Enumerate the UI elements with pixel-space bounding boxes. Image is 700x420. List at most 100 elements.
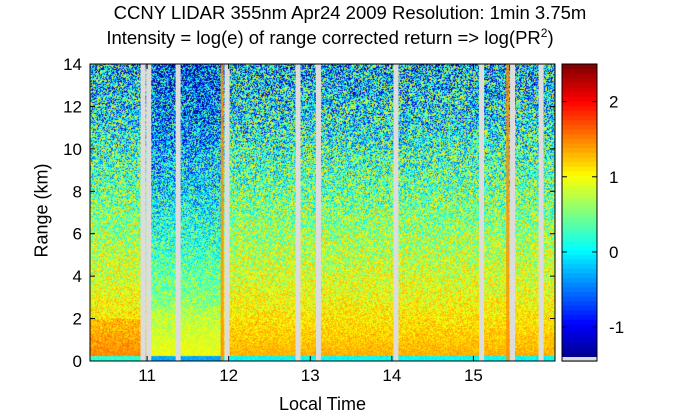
colorbar-segment: [562, 272, 597, 279]
colorbar-segment: [562, 268, 597, 274]
y-tick-label-6: 12: [63, 97, 82, 116]
colorbar-segment: [562, 212, 597, 218]
colorbar-segment: [562, 119, 597, 125]
colorbar-segment: [562, 226, 597, 232]
colorbar-segment: [562, 328, 597, 334]
colorbar-segment: [562, 277, 597, 283]
x-axis: 11 12 13 14 15: [138, 64, 483, 385]
data-gap-9: [538, 64, 544, 361]
colorbar-segment: [562, 249, 597, 255]
colorbar-segment: [562, 282, 597, 288]
colorbar-segment: [562, 258, 597, 265]
colorbar-segment: [562, 291, 597, 297]
colorbar-segment: [562, 87, 597, 93]
x-tick-label-4: 15: [464, 366, 483, 385]
colorbar-segment: [562, 305, 597, 311]
cloud-streak-1: [506, 64, 510, 361]
data-gap-4: [295, 64, 301, 361]
colorbar-segment: [562, 184, 597, 190]
colorbar-frame: [561, 63, 598, 362]
data-gap-2: [175, 64, 181, 361]
colorbar-segment: [562, 240, 597, 246]
colorbar-segment: [562, 189, 597, 195]
colorbar-segment: [562, 235, 597, 241]
colorbar-segment: [562, 286, 597, 292]
colorbar-segment: [562, 161, 597, 167]
chart-title: CCNY LIDAR 355nm Apr24 2009 Resolution: …: [113, 2, 587, 23]
y-tick-label-7: 14: [63, 55, 82, 74]
colorbar-segment: [562, 254, 597, 260]
colorbar-segment: [562, 221, 597, 228]
plot-frame: [89, 63, 556, 362]
colorbar-segment: [562, 96, 597, 102]
cloud-streak-0: [220, 64, 224, 361]
colorbar-segment: [562, 152, 597, 158]
colorbar-segment: [562, 323, 597, 330]
y-tick-label-0: 0: [73, 352, 82, 371]
colorbar-segment: [562, 198, 597, 204]
colorbar-segment: [562, 217, 597, 223]
x-tick-label-3: 14: [382, 366, 401, 385]
data-gap-6: [393, 64, 399, 361]
y-tick-label-1: 2: [73, 310, 82, 329]
x-tick-label-2: 13: [301, 366, 320, 385]
colorbar-segment: [562, 124, 597, 130]
colorbar-segment: [562, 351, 597, 357]
colorbar-segment: [562, 64, 597, 70]
y-axis-label: Range (km): [31, 163, 52, 258]
data-gap-7: [479, 64, 485, 361]
chart-subtitle: Intensity = log(e) of range corrected re…: [106, 26, 554, 49]
y-tick-label-3: 6: [73, 225, 82, 244]
colorbar-segment: [562, 193, 597, 200]
colorbar-segment: [562, 342, 597, 348]
colorbar-tick-label-3: 2: [609, 93, 618, 112]
colorbar-segment: [562, 91, 597, 98]
data-gap-3: [224, 64, 230, 361]
data-gap-5: [315, 64, 321, 361]
colorbar-segment: [562, 133, 597, 139]
colorbar-segment: [562, 314, 597, 320]
colorbar: -1 0 1 2: [561, 63, 624, 362]
colorbar-segment: [562, 115, 597, 121]
y-tick-label-4: 8: [73, 182, 82, 201]
colorbar-segment: [562, 300, 597, 306]
colorbar-tick-label-2: 1: [609, 168, 618, 187]
colorbar-segment: [562, 309, 597, 316]
colorbar-tick-label-0: -1: [609, 318, 624, 337]
colorbar-segment: [562, 175, 597, 181]
colorbar-segment: [562, 101, 597, 107]
colorbar-segment: [562, 110, 597, 116]
colorbar-segment: [562, 170, 597, 176]
colorbar-segment: [562, 138, 597, 144]
colorbar-segment: [562, 166, 597, 172]
colorbar-segment: [562, 147, 597, 153]
colorbar-segment: [562, 319, 597, 325]
colorbar-segment: [562, 128, 597, 135]
x-axis-label: Local Time: [278, 394, 367, 414]
colorbar-segment: [562, 203, 597, 209]
data-gap-8: [510, 64, 516, 361]
colorbar-segment: [562, 77, 597, 84]
data-gap-0: [140, 64, 146, 361]
colorbar-segment: [562, 82, 597, 88]
colorbar-segment: [562, 73, 597, 79]
colorbar-tick-label-1: 0: [609, 243, 618, 262]
data-gap-1: [146, 64, 152, 361]
colorbar-segment: [562, 105, 597, 112]
colorbar-segment: [562, 337, 597, 344]
colorbar-segment: [562, 231, 597, 237]
x-tick-label-1: 12: [219, 366, 238, 385]
colorbar-segment: [562, 296, 597, 302]
colorbar-segment: [562, 68, 597, 74]
colorbar-segment: [562, 263, 597, 269]
colorbar-segment: [562, 180, 597, 186]
colorbar-segment: [562, 333, 597, 339]
x-tick-label-0: 11: [138, 366, 156, 385]
colorbar-segment: [562, 244, 597, 251]
colorbar-segment: [562, 156, 597, 163]
y-tick-label-5: 10: [63, 140, 82, 159]
colorbar-segment: [562, 207, 597, 214]
colorbar-segment: [562, 142, 597, 149]
heatmap-plot-area: [90, 64, 555, 361]
